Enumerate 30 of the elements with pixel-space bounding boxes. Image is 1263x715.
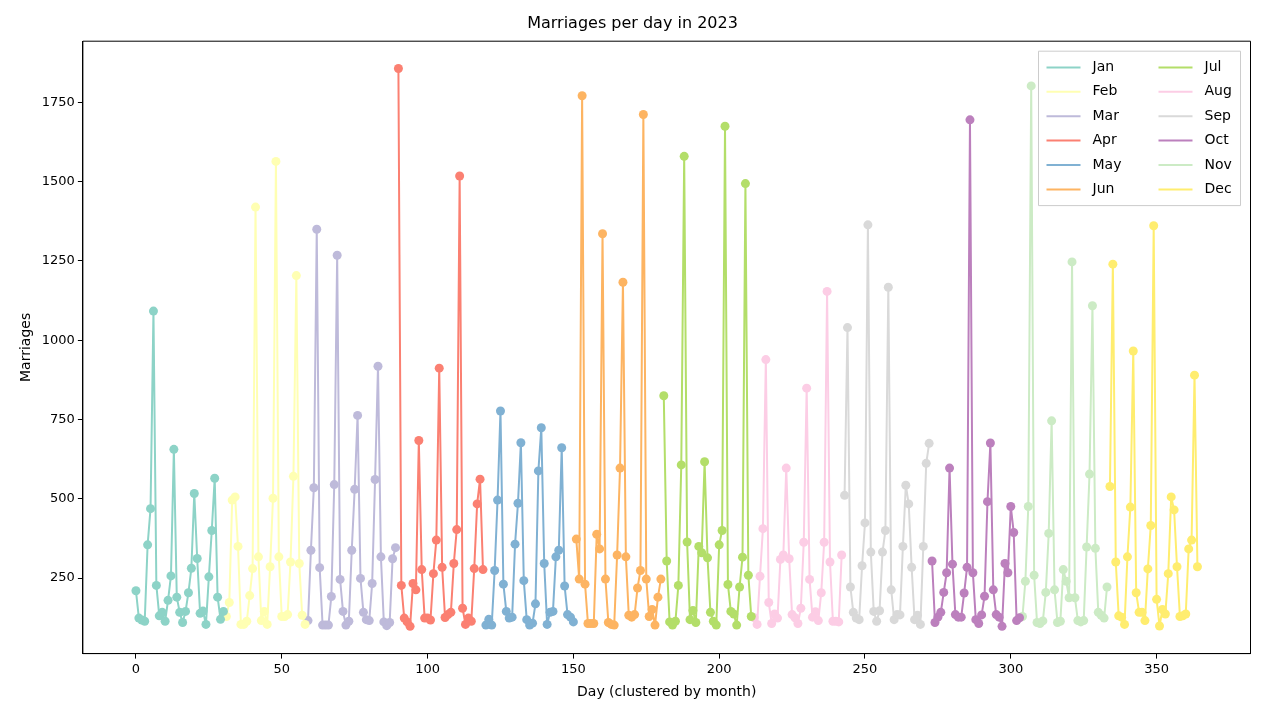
legend-label: Mar <box>1092 106 1120 123</box>
legend-label: Jan <box>1091 58 1115 75</box>
legend-label: Jul <box>1203 58 1222 75</box>
legend-label: Apr <box>1092 131 1117 148</box>
legend-label: Jun <box>1091 180 1115 197</box>
x-tick-label: 350 <box>1144 660 1170 676</box>
x-tick-label: 100 <box>415 660 440 676</box>
x-tick-label: 300 <box>998 660 1024 676</box>
legend-label: May <box>1092 155 1122 172</box>
y-tick-label: 1250 <box>41 252 75 268</box>
x-tick-label: 200 <box>706 660 732 676</box>
chart-title: Marriages per day in 2023 <box>527 12 738 32</box>
legend-label: Aug <box>1204 82 1232 99</box>
x-tick-label: 150 <box>560 660 586 676</box>
x-tick-label: 50 <box>273 660 291 676</box>
y-tick-label: 250 <box>50 569 75 585</box>
legend-label: Sep <box>1204 106 1231 123</box>
legend-label: Feb <box>1092 82 1118 99</box>
y-tick-label: 1750 <box>41 93 75 109</box>
x-tick-label: 0 <box>131 660 141 676</box>
legend-label: Dec <box>1204 180 1232 197</box>
x-tick-label: 250 <box>852 660 878 676</box>
x-axis-title: Day (clustered by month) <box>577 683 757 700</box>
y-tick-label: 750 <box>50 410 75 426</box>
y-tick-label: 1500 <box>41 173 75 189</box>
y-tick-label: 1000 <box>41 331 75 347</box>
legend-label: Oct <box>1204 131 1230 148</box>
y-tick-label: 500 <box>50 490 75 506</box>
y-axis-title: Marriages <box>17 312 34 382</box>
legend-label: Nov <box>1204 155 1232 172</box>
